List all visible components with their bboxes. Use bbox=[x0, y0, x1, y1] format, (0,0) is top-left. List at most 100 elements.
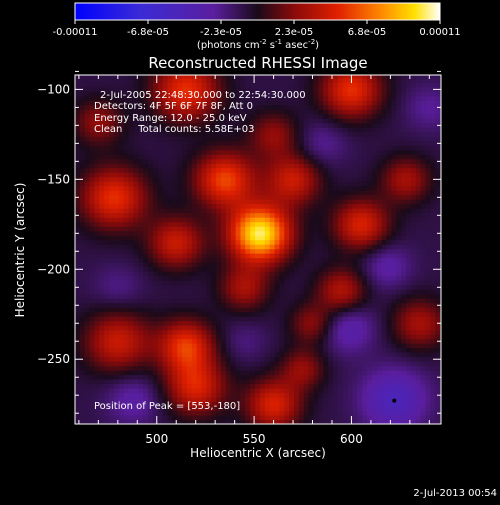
heatmap-cell bbox=[168, 379, 174, 384]
heatmap-cell bbox=[372, 330, 378, 335]
heatmap-cell bbox=[168, 199, 174, 204]
heatmap-cell bbox=[333, 132, 339, 137]
heatmap-cell bbox=[318, 307, 324, 312]
heatmap-cell bbox=[143, 168, 149, 173]
heatmap-cell bbox=[236, 150, 242, 155]
heatmap-cell bbox=[357, 411, 363, 416]
heatmap-cell bbox=[372, 366, 378, 371]
heatmap-cell bbox=[357, 217, 363, 222]
heatmap-cell bbox=[124, 267, 130, 272]
heatmap-cell bbox=[124, 312, 130, 317]
heatmap-cell bbox=[372, 280, 378, 285]
heatmap-cell bbox=[143, 253, 149, 258]
heatmap-cell bbox=[80, 294, 86, 299]
heatmap-cell bbox=[231, 280, 237, 285]
heatmap-cell bbox=[114, 325, 120, 330]
heatmap-cell bbox=[231, 262, 237, 267]
colorbar-tick-3: 2.3e-05 bbox=[275, 27, 313, 38]
heatmap-cell bbox=[182, 253, 188, 258]
heatmap-cell bbox=[197, 366, 203, 371]
heatmap-cell bbox=[294, 294, 300, 299]
heatmap-cell bbox=[236, 154, 242, 159]
heatmap-cell bbox=[95, 253, 101, 258]
heatmap-cell bbox=[377, 294, 383, 299]
heatmap-cell bbox=[104, 280, 110, 285]
heatmap-cell bbox=[236, 334, 242, 339]
heatmap-cell bbox=[231, 168, 237, 173]
heatmap-cell bbox=[372, 195, 378, 200]
heatmap-cell bbox=[372, 321, 378, 326]
heatmap-cell bbox=[231, 82, 237, 87]
heatmap-cell bbox=[124, 253, 130, 258]
heatmap-cell bbox=[236, 163, 242, 168]
heatmap-cell bbox=[109, 163, 115, 168]
heatmap-cell bbox=[158, 195, 164, 200]
heatmap-cell bbox=[236, 289, 242, 294]
heatmap-cell bbox=[85, 150, 91, 155]
heatmap-cell bbox=[119, 82, 125, 87]
heatmap-cell bbox=[328, 258, 334, 263]
heatmap-cell bbox=[202, 361, 208, 366]
heatmap-cell bbox=[129, 271, 135, 276]
heatmap-cell bbox=[192, 370, 198, 375]
heatmap-cell bbox=[104, 298, 110, 303]
heatmap-cell bbox=[119, 208, 125, 213]
heatmap-cell bbox=[338, 105, 344, 110]
heatmap-cell bbox=[221, 262, 227, 267]
heatmap-cell bbox=[299, 199, 305, 204]
heatmap-cell bbox=[343, 109, 349, 114]
heatmap-cell bbox=[158, 339, 164, 344]
heatmap-cell bbox=[119, 316, 125, 321]
heatmap-cell bbox=[192, 343, 198, 348]
heatmap-cell bbox=[284, 168, 290, 173]
heatmap-cell bbox=[343, 330, 349, 335]
heatmap-cell bbox=[236, 388, 242, 393]
heatmap-cell bbox=[75, 379, 81, 384]
heatmap-cell bbox=[99, 190, 105, 195]
heatmap-cell bbox=[231, 415, 237, 420]
heatmap-cell bbox=[104, 253, 110, 258]
heatmap-cell bbox=[138, 82, 144, 87]
heatmap-cell bbox=[104, 393, 110, 398]
heatmap-cell bbox=[265, 366, 271, 371]
heatmap-cell bbox=[250, 267, 256, 272]
heatmap-cell bbox=[275, 204, 281, 209]
heatmap-cell bbox=[338, 325, 344, 330]
heatmap-cell bbox=[172, 393, 178, 398]
heatmap-cell bbox=[119, 415, 125, 420]
heatmap-cell bbox=[109, 177, 115, 182]
heatmap-cell bbox=[377, 100, 383, 105]
heatmap-cell bbox=[80, 123, 86, 128]
heatmap-cell bbox=[382, 307, 388, 312]
heatmap-cell bbox=[85, 244, 91, 249]
heatmap-cell bbox=[197, 154, 203, 159]
heatmap-cell bbox=[221, 253, 227, 258]
heatmap-cell bbox=[284, 280, 290, 285]
heatmap-cell bbox=[153, 294, 159, 299]
heatmap-cell bbox=[153, 78, 159, 83]
heatmap-cell bbox=[372, 375, 378, 380]
heatmap-cell bbox=[279, 271, 285, 276]
heatmap-cell bbox=[99, 379, 105, 384]
heatmap-cell bbox=[260, 253, 266, 258]
heatmap-cell bbox=[348, 73, 354, 78]
heatmap-cell bbox=[318, 195, 324, 200]
heatmap-cell bbox=[265, 415, 271, 420]
heatmap-cell bbox=[114, 289, 120, 294]
heatmap-cell bbox=[216, 379, 222, 384]
heatmap-cell bbox=[338, 240, 344, 245]
heatmap-cell bbox=[338, 118, 344, 123]
heatmap-cell bbox=[255, 190, 261, 195]
heatmap-cell bbox=[109, 415, 115, 420]
heatmap-cell bbox=[309, 159, 315, 164]
heatmap-cell bbox=[333, 195, 339, 200]
heatmap-cell bbox=[85, 195, 91, 200]
heatmap-cell bbox=[158, 262, 164, 267]
heatmap-cell bbox=[104, 262, 110, 267]
heatmap-cell bbox=[85, 258, 91, 263]
heatmap-cell bbox=[250, 303, 256, 308]
heatmap-cell bbox=[362, 181, 368, 186]
heatmap-cell bbox=[279, 294, 285, 299]
heatmap-cell bbox=[323, 118, 329, 123]
heatmap-cell bbox=[377, 204, 383, 209]
